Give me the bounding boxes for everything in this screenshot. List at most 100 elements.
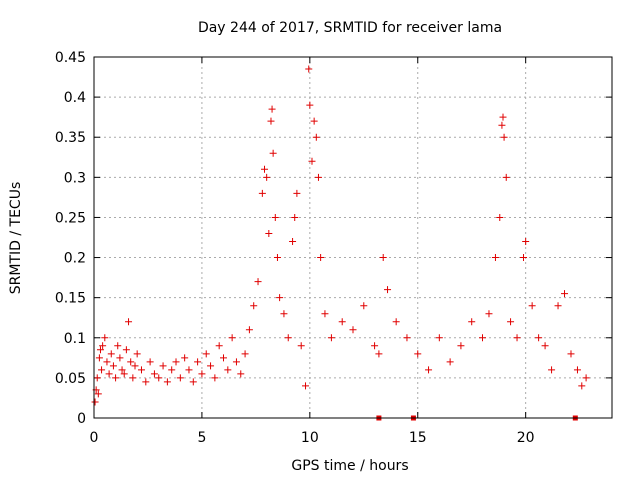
data-point — [137, 366, 145, 374]
data-point — [250, 302, 258, 310]
data-point — [457, 342, 465, 350]
x-tick-label: 20 — [517, 430, 535, 446]
data-point — [520, 254, 528, 262]
data-point — [129, 374, 137, 382]
data-point — [502, 173, 510, 181]
data-point — [554, 302, 562, 310]
data-point — [284, 334, 292, 342]
data-point — [109, 362, 117, 370]
data-point — [379, 254, 387, 262]
x-tick-label: 15 — [409, 430, 427, 446]
data-point — [548, 366, 556, 374]
data-point — [254, 278, 262, 286]
data-point — [163, 378, 171, 386]
data-point — [265, 229, 273, 237]
data-point — [189, 378, 197, 386]
data-point — [468, 318, 476, 326]
data-point — [567, 350, 575, 358]
data-point — [321, 310, 329, 318]
data-point — [114, 342, 122, 350]
data-point — [513, 334, 521, 342]
y-tick-label: 0.35 — [55, 130, 86, 146]
data-point — [384, 286, 392, 294]
data-point — [308, 157, 316, 165]
data-point — [241, 350, 249, 358]
data-point — [578, 382, 586, 390]
data-point — [403, 334, 411, 342]
data-point — [302, 382, 310, 390]
data-point — [269, 149, 277, 157]
data-point — [297, 342, 305, 350]
data-point — [435, 334, 443, 342]
data-point — [224, 366, 232, 374]
data-point — [150, 370, 158, 378]
data-point — [507, 318, 515, 326]
data-point — [573, 366, 581, 374]
data-point — [293, 189, 301, 197]
y-tick-label: 0.15 — [55, 291, 86, 307]
data-point — [425, 366, 433, 374]
x-axis-label: GPS time / hours — [291, 458, 408, 474]
data-point — [392, 318, 400, 326]
data-point — [312, 133, 320, 141]
data-point — [142, 378, 150, 386]
data-point — [289, 238, 297, 246]
data-point — [99, 342, 107, 350]
x-tick-label: 10 — [301, 430, 319, 446]
data-point — [181, 354, 189, 362]
data-point — [103, 358, 111, 366]
data-point — [125, 318, 133, 326]
data-point — [95, 354, 103, 362]
data-point — [414, 350, 422, 358]
data-point — [146, 358, 154, 366]
data-point — [202, 350, 210, 358]
data-point — [267, 117, 275, 125]
data-point — [122, 346, 130, 354]
data-point — [535, 334, 543, 342]
data-point — [582, 374, 590, 382]
data-point — [94, 390, 102, 398]
data-point — [112, 374, 120, 382]
data-point — [93, 374, 101, 382]
data-point — [338, 318, 346, 326]
data-point — [131, 362, 139, 370]
plot-frame — [93, 56, 613, 419]
data-point — [91, 398, 99, 406]
chart-title: Day 244 of 2017, SRMTID for receiver lam… — [198, 20, 502, 36]
data-point — [215, 342, 223, 350]
y-axis-label: SRMTID / TECUs — [8, 182, 24, 295]
data-point — [101, 334, 109, 342]
data-point — [155, 374, 163, 382]
data-point — [98, 366, 106, 374]
y-tick-label: 0.45 — [55, 50, 86, 66]
data-point — [280, 310, 288, 318]
data-point — [271, 213, 279, 221]
data-point — [276, 294, 284, 302]
data-point — [498, 121, 506, 129]
tick-labels: 0 0.05 0.1 0.15 0.2 0.25 0.3 0.35 0.4 0.45 0 5 10 15 2… — [55, 50, 612, 446]
data-point — [479, 334, 486, 342]
data-point — [500, 133, 508, 141]
data-point — [273, 254, 281, 262]
data-point — [127, 358, 135, 366]
data-point — [96, 346, 104, 354]
data-point — [176, 374, 184, 382]
data-point — [207, 362, 215, 370]
data-point — [491, 254, 499, 262]
data-point — [485, 310, 493, 318]
data-point — [159, 362, 167, 370]
y-tick-label: 0 — [77, 411, 86, 427]
y-tick-label: 0.2 — [64, 251, 86, 267]
data-point — [314, 173, 322, 181]
data-point — [541, 342, 549, 350]
data-point — [561, 290, 569, 298]
data-point — [228, 334, 236, 342]
data-point — [360, 302, 368, 310]
data-point — [120, 370, 128, 378]
y-tick-label: 0.05 — [55, 371, 86, 387]
data-point — [371, 342, 379, 350]
data-point — [107, 350, 115, 358]
data-points — [91, 65, 590, 421]
data-point — [317, 254, 325, 262]
data-point — [349, 326, 357, 334]
